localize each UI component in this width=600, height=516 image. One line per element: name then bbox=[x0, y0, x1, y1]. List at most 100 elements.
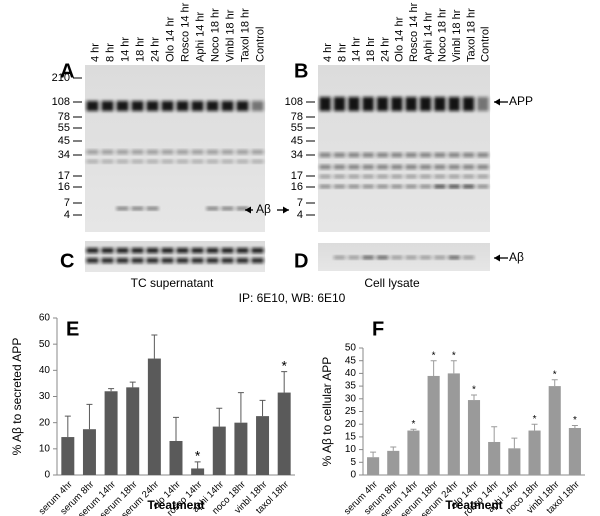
marker-label: 17 bbox=[58, 170, 70, 182]
blot-band bbox=[376, 256, 389, 259]
blot-band bbox=[419, 256, 432, 259]
bar bbox=[61, 437, 75, 475]
blot-image bbox=[318, 243, 490, 271]
blot-band bbox=[251, 258, 264, 263]
blot-band bbox=[477, 185, 489, 188]
y-tick-label: 30 bbox=[345, 393, 357, 404]
blot-band bbox=[419, 185, 432, 188]
marker-label: 17 bbox=[291, 170, 303, 182]
blot-band bbox=[462, 97, 475, 111]
blot-band bbox=[146, 207, 159, 210]
blot-band bbox=[362, 165, 374, 169]
bar bbox=[367, 457, 380, 475]
blot-band bbox=[319, 165, 331, 169]
error-bar bbox=[129, 381, 136, 388]
blot-band bbox=[206, 101, 219, 111]
lane-label: 4 hr bbox=[89, 43, 101, 62]
lane-label: Rosco 14 hr bbox=[408, 2, 420, 62]
marker-label: 78 bbox=[58, 111, 70, 123]
blot-band bbox=[376, 153, 389, 157]
lane-label: Control bbox=[480, 27, 492, 62]
blot-band bbox=[462, 185, 475, 188]
y-tick-label: 45 bbox=[345, 355, 357, 366]
blot-band bbox=[131, 150, 144, 154]
blot-band bbox=[131, 258, 144, 263]
blot-band bbox=[221, 101, 234, 111]
blot-band bbox=[448, 153, 460, 157]
blot-band bbox=[236, 150, 249, 154]
bar bbox=[407, 430, 420, 475]
lane-label: Aphi 14 hr bbox=[422, 12, 434, 62]
blot-band bbox=[176, 101, 189, 111]
marker-label: 45 bbox=[291, 135, 303, 147]
marker-label: 108 bbox=[285, 96, 303, 108]
marker-label: 108 bbox=[52, 96, 70, 108]
blot-band bbox=[221, 150, 234, 154]
y-tick-label: 40 bbox=[345, 368, 357, 379]
lane-label: 24 hr bbox=[379, 37, 391, 62]
error-bar bbox=[531, 423, 538, 431]
y-tick-label: 10 bbox=[345, 444, 357, 455]
blot-band bbox=[362, 185, 374, 188]
y-tick-label: 40 bbox=[39, 365, 51, 376]
blot-band bbox=[161, 150, 174, 154]
blot-image bbox=[85, 65, 265, 232]
blot-band bbox=[116, 160, 129, 163]
bar bbox=[256, 416, 270, 475]
blot-band bbox=[176, 258, 189, 263]
significance-mark: * bbox=[553, 369, 557, 380]
blot-band bbox=[146, 248, 159, 253]
marker-label: 210 bbox=[52, 72, 70, 84]
significance-mark: * bbox=[195, 448, 201, 464]
error-bar bbox=[64, 415, 71, 438]
blot-band bbox=[362, 175, 374, 178]
blot-band bbox=[131, 160, 144, 163]
blot-band bbox=[146, 258, 159, 263]
arrow-head bbox=[245, 206, 251, 214]
error-bar bbox=[491, 426, 498, 442]
lane-label: 18 hr bbox=[134, 37, 146, 62]
blot-band bbox=[462, 256, 475, 259]
blot-band bbox=[116, 207, 129, 210]
x-axis-label: Treatment bbox=[147, 498, 204, 512]
blot-caption: TC supernatant bbox=[131, 276, 214, 290]
error-bar bbox=[108, 388, 115, 392]
blot-band bbox=[477, 153, 489, 157]
blot-band bbox=[448, 97, 460, 111]
bar bbox=[548, 386, 561, 475]
blot-band bbox=[319, 175, 331, 178]
significance-mark: * bbox=[452, 350, 456, 361]
lane-label: 24 hr bbox=[149, 37, 161, 62]
bar bbox=[212, 426, 226, 475]
blot-band bbox=[206, 258, 219, 263]
blot-band bbox=[348, 165, 360, 169]
y-axis-label: % Aβ to cellular APP bbox=[320, 357, 334, 467]
blot-band bbox=[206, 160, 219, 163]
blot-band bbox=[391, 153, 403, 157]
blot-band bbox=[101, 258, 114, 263]
blot-band bbox=[116, 248, 129, 253]
marker-label: 16 bbox=[291, 181, 303, 193]
blot-band bbox=[236, 258, 249, 263]
blot-band bbox=[101, 160, 114, 163]
blot-band bbox=[391, 256, 403, 259]
lane-label: Taxol 18 hr bbox=[239, 8, 251, 62]
blot-band bbox=[116, 101, 129, 111]
annotation: APP bbox=[509, 94, 533, 108]
error-bar bbox=[86, 403, 93, 430]
annotation: Aβ bbox=[509, 250, 524, 264]
y-tick-label: 30 bbox=[39, 391, 51, 402]
marker-label: 34 bbox=[58, 149, 70, 161]
panel-letter: E bbox=[66, 318, 79, 340]
bar bbox=[191, 468, 205, 475]
blot-band bbox=[86, 258, 99, 263]
blot-band bbox=[405, 165, 417, 169]
blot-band bbox=[376, 165, 389, 169]
significance-mark: * bbox=[432, 350, 436, 361]
blot-band bbox=[251, 101, 264, 111]
blot-band bbox=[333, 175, 346, 178]
bar bbox=[568, 428, 581, 475]
blot-band bbox=[462, 165, 475, 169]
blot-band bbox=[251, 160, 264, 163]
